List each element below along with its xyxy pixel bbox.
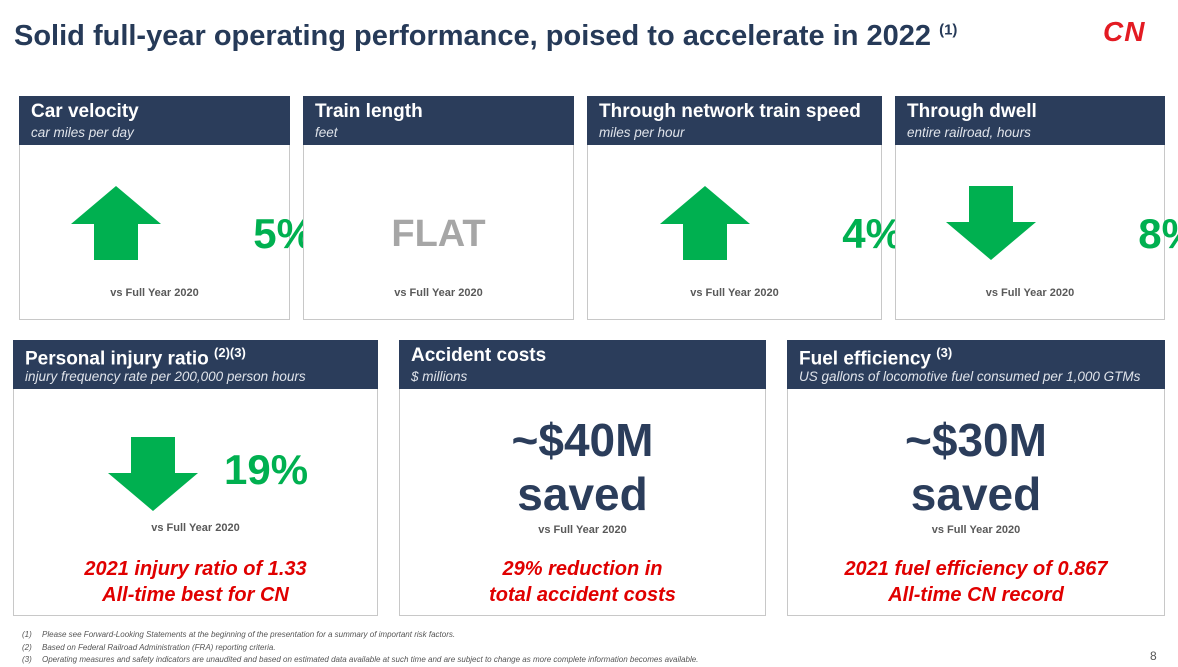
card-title-text: Car velocity: [31, 101, 139, 122]
card-title-text: Through dwell: [907, 101, 1037, 122]
footnote-text: Please see Forward-Looking Statements at…: [42, 630, 456, 639]
arrow-down: [108, 437, 198, 511]
card-title: Accident costs: [411, 345, 546, 367]
metric-card: Car velocity car miles per day 5% vs Full Y…: [19, 96, 314, 320]
metric-value: saved: [517, 468, 648, 520]
card-subtitle: US gallons of locomotive fuel consumed p…: [799, 369, 1141, 384]
card-header: Accident costs $ millions: [399, 340, 766, 389]
highlight: 29% reduction in: [502, 558, 663, 580]
card-subtitle: feet: [315, 125, 338, 140]
metric-value: FLAT: [391, 213, 486, 255]
footnote-marker: (1): [22, 630, 32, 639]
metric-card: Accident costs $ millions ~$40M saved vs Ful…: [399, 340, 766, 616]
highlight: total accident costs: [489, 584, 676, 606]
metric-value: 19%: [224, 446, 309, 493]
footnote-marker: (2): [22, 642, 32, 652]
card-title-text: Fuel efficiency: [799, 348, 931, 370]
metric-card: Through dwell entire railroad, hours 8% vs …: [895, 96, 1178, 320]
card-subtitle: car miles per day: [31, 125, 134, 140]
card-title-text: Train length: [315, 101, 423, 122]
slide-title: Solid full-year operating performance, p…: [14, 20, 957, 53]
metric-value: 8%: [1138, 210, 1178, 257]
card-title: Train length: [315, 101, 423, 123]
card-header: Car velocity car miles per day: [19, 96, 290, 145]
card-title: Personal injury ratio (2)(3): [25, 345, 246, 370]
card-header: Train length feet: [303, 96, 574, 145]
highlight: All-time best for CN: [102, 584, 289, 606]
logo: CN: [1103, 16, 1146, 47]
card-title: Fuel efficiency (3): [799, 345, 952, 370]
metric-card: Through network train speed miles per hou…: [587, 96, 903, 320]
footnote-text: Operating measures and safety indicators…: [42, 655, 699, 664]
comparison: vs Full Year 2020: [151, 522, 240, 534]
card-header: Through network train speed miles per hou…: [587, 96, 882, 145]
card-subtitle: entire railroad, hours: [907, 125, 1031, 140]
card-subtitle: $ millions: [411, 369, 468, 384]
title-note: (1): [939, 21, 958, 39]
footnote-text: Based on Federal Railroad Administration…: [42, 642, 276, 652]
arrow-down: [946, 186, 1036, 260]
footnote: (1) Please see Forward-Looking Statements…: [22, 630, 455, 639]
footnote: (3) Operating measures and safety indicat…: [22, 655, 698, 664]
arrow-up: [660, 186, 750, 260]
card-header: Fuel efficiency (3) US gallons of locomot…: [787, 340, 1165, 389]
comparison: vs Full Year 2020: [110, 287, 199, 299]
metric-value: saved: [910, 468, 1042, 520]
comparison: vs Full Year 2020: [394, 287, 483, 299]
card-subtitle: miles per hour: [599, 125, 685, 140]
card-title: Through network train speed: [599, 101, 861, 123]
title-text: Solid full-year operating performance, p…: [14, 20, 932, 52]
metric-card: Fuel efficiency (3) US gallons of locomot…: [787, 340, 1165, 616]
arrow-up: [71, 186, 161, 260]
card-title-text: Through network train speed: [599, 101, 861, 122]
footnote-marker: (3): [22, 655, 32, 664]
card-header: Personal injury ratio (2)(3) injury frequ…: [13, 340, 378, 389]
footnote: (2) Based on Federal Railroad Administrat…: [22, 643, 276, 652]
comparison: vs Full Year 2020: [985, 287, 1075, 299]
metric-card: Train length feet FLAT vs Full Year 2020: [303, 96, 574, 320]
card-title: Car velocity: [31, 101, 139, 123]
comparison: vs Full Year 2020: [690, 287, 779, 299]
card-title: Through dwell: [907, 101, 1037, 123]
metric-value: ~$40M: [511, 414, 654, 466]
card-title-text: Personal injury ratio: [25, 348, 209, 370]
title-note: (2)(3): [214, 345, 246, 360]
metric-card: Personal injury ratio (2)(3) injury frequ…: [13, 340, 378, 616]
comparison: vs Full Year 2020: [538, 524, 627, 536]
page-number: 8: [1150, 649, 1157, 663]
card-subtitle: injury frequency rate per 200,000 person…: [25, 369, 306, 384]
card-header: Through dwell entire railroad, hours: [895, 96, 1165, 145]
card-title-text: Accident costs: [411, 345, 547, 366]
metric-value: ~$30M: [905, 414, 1047, 466]
title-note: (3): [936, 345, 953, 360]
highlight: 2021 fuel efficiency of 0.867: [844, 558, 1108, 580]
highlight: 2021 injury ratio of 1.33: [84, 558, 307, 580]
highlight: All-time CN record: [888, 584, 1064, 606]
metric-value: 4%: [842, 210, 903, 257]
comparison: vs Full Year 2020: [931, 524, 1021, 536]
